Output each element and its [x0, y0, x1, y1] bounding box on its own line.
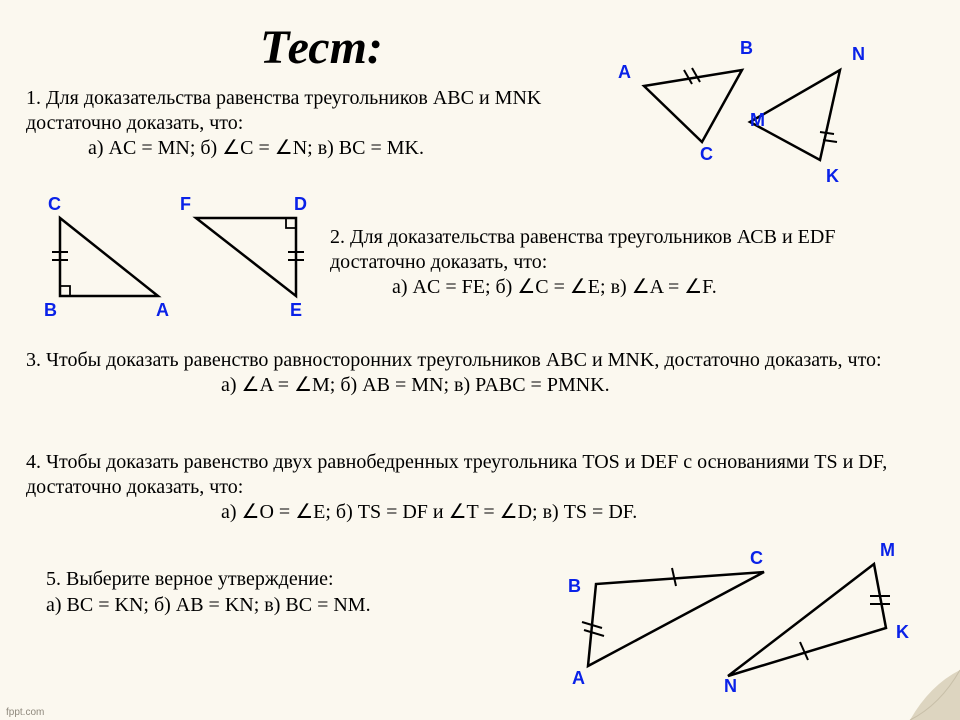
lbl-M1: M	[750, 110, 765, 131]
q5-prompt: 5. Выберите верное утверждение:	[46, 568, 334, 590]
lbl-E2: E	[290, 300, 302, 321]
q3-options: а) ∠A = ∠M; б) AB = MN; в) PABC = PMNK.	[26, 374, 610, 396]
figure-5	[576, 556, 916, 696]
lbl-D2: D	[294, 194, 307, 215]
q2-prompt: 2. Для доказательства равенства треуголь…	[330, 226, 835, 273]
sq-b	[60, 286, 70, 296]
sq-d	[286, 218, 296, 228]
lbl-C5: C	[750, 548, 763, 569]
footer-text: fppt.com	[6, 707, 44, 718]
tri-cba	[60, 218, 158, 296]
figure-2	[48, 210, 318, 310]
lbl-C2: C	[48, 194, 61, 215]
tri-abc	[644, 70, 742, 142]
q1-prompt: 1. Для доказательства равенства треуголь…	[26, 87, 541, 134]
lbl-C1: C	[700, 144, 713, 165]
q4-prompt: 4. Чтобы доказать равенство двух равнобе…	[26, 451, 887, 498]
lbl-M5: M	[880, 540, 895, 561]
tick-mk	[820, 132, 837, 142]
lbl-A5: A	[572, 668, 585, 689]
lbl-B5: B	[568, 576, 581, 597]
lbl-N5: N	[724, 676, 737, 697]
lbl-B1: B	[740, 38, 753, 59]
lbl-F2: F	[180, 194, 191, 215]
tick-bc5	[672, 568, 676, 586]
lbl-N1: N	[852, 44, 865, 65]
q5-options: а) BC = KN; б) AB = KN; в) BC = NM.	[46, 594, 371, 616]
question-4: 4. Чтобы доказать равенство двух равнобе…	[26, 450, 926, 525]
lbl-K5: K	[896, 622, 909, 643]
question-2: 2. Для доказательства равенства треуголь…	[330, 225, 930, 300]
q4-options: а) ∠O = ∠E; б) TS = DF и ∠T = ∠D; в) TS …	[26, 501, 637, 523]
q1-options: а) AC = MN; б) ∠C = ∠N; в) BC = MK.	[26, 137, 424, 159]
question-5: 5. Выберите верное утверждение: а) BC = …	[46, 566, 566, 618]
q3-prompt: 3. Чтобы доказать равенство равносторонн…	[26, 349, 882, 371]
lbl-K1: K	[826, 166, 839, 187]
lbl-A2: A	[156, 300, 169, 321]
lbl-B2: B	[44, 300, 57, 321]
tick-ab	[684, 68, 700, 84]
question-3: 3. Чтобы доказать равенство равносторонн…	[26, 348, 926, 398]
tri-abc5	[588, 572, 764, 666]
page-title: Тест:	[260, 20, 383, 75]
page-curl-icon	[910, 670, 960, 720]
tri-fde	[196, 218, 296, 296]
question-1: 1. Для доказательства равенства треуголь…	[26, 86, 556, 161]
lbl-A1: A	[618, 62, 631, 83]
q2-options: а) AC = FE; б) ∠C = ∠E; в) ∠A = ∠F.	[330, 276, 717, 298]
